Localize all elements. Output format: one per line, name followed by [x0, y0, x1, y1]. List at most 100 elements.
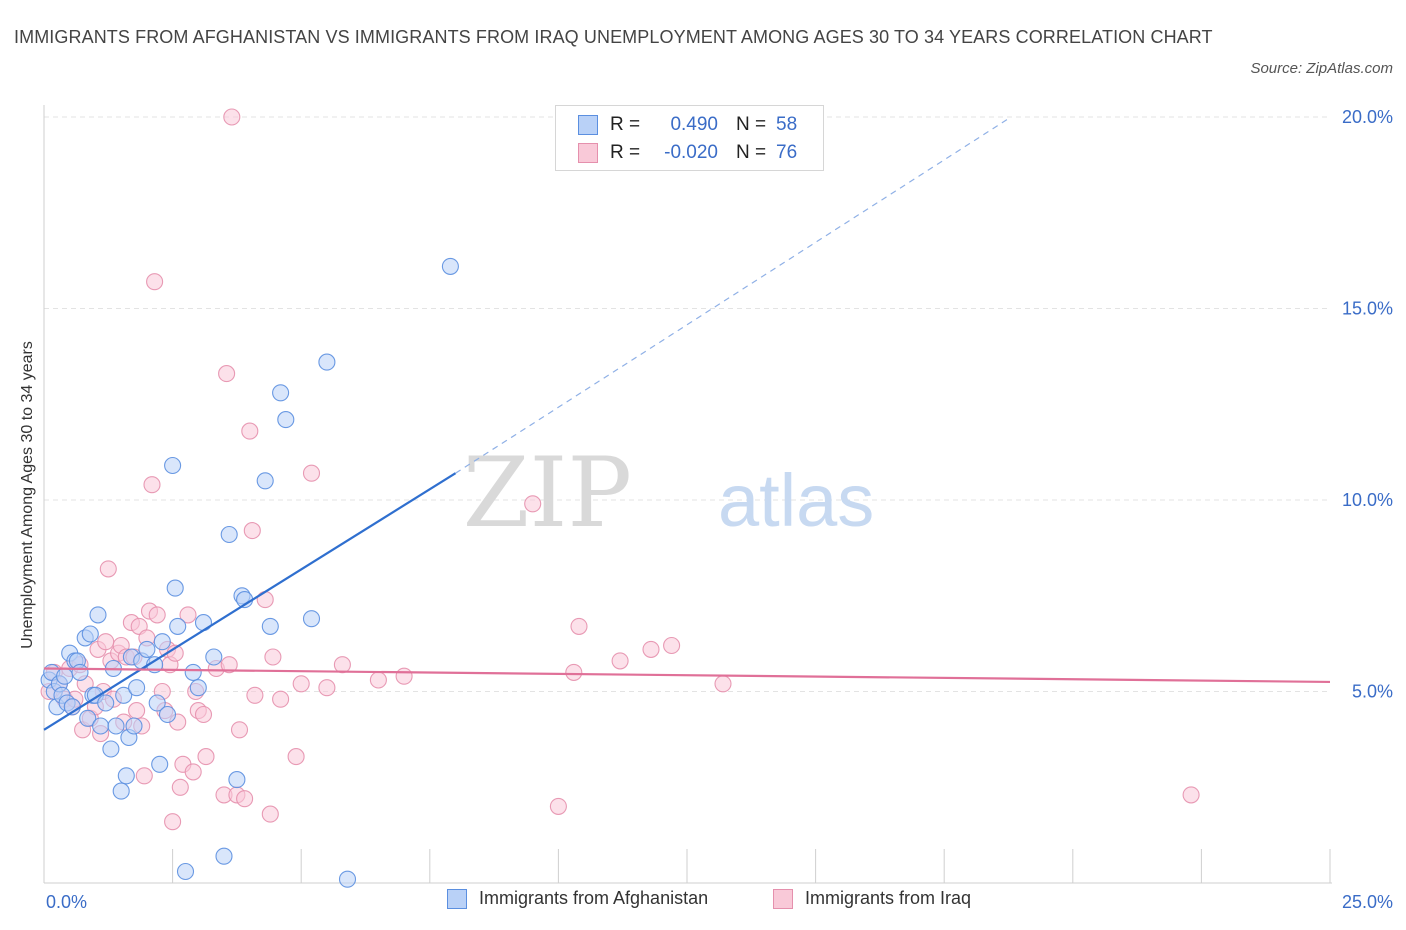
- point-iraq: [236, 790, 254, 808]
- point-afghanistan: [92, 717, 110, 735]
- point-iraq: [261, 805, 279, 823]
- point-iraq: [148, 606, 166, 624]
- point-afghanistan: [215, 847, 233, 865]
- legend-n-label: N =: [736, 142, 767, 163]
- bottom-legend-iraq: Immigrants from Iraq: [773, 888, 971, 909]
- point-afghanistan: [125, 717, 143, 735]
- point-iraq: [223, 108, 241, 126]
- point-afghanistan: [169, 617, 187, 635]
- point-afghanistan: [176, 862, 195, 881]
- point-iraq: [143, 476, 161, 494]
- chart-title: IMMIGRANTS FROM AFGHANISTAN VS IMMIGRANT…: [14, 27, 1213, 47]
- bottom-legend-label-iraq: Immigrants from Iraq: [805, 888, 972, 908]
- point-iraq: [241, 422, 259, 440]
- point-iraq: [256, 591, 274, 609]
- point-iraq: [194, 705, 213, 724]
- point-iraq: [1182, 786, 1200, 804]
- point-iraq: [264, 648, 282, 666]
- point-iraq: [287, 748, 305, 766]
- point-afghanistan: [102, 740, 120, 758]
- y-tick-label: 10.0%: [1342, 490, 1393, 510]
- point-afghanistan: [81, 625, 99, 643]
- point-iraq: [663, 636, 681, 655]
- point-iraq: [642, 640, 660, 658]
- x-tick-label: 0.0%: [46, 892, 87, 912]
- watermark-zip: ZIP: [463, 437, 632, 549]
- point-afghanistan: [205, 648, 223, 666]
- point-afghanistan: [97, 694, 115, 712]
- point-iraq: [230, 721, 249, 739]
- legend-r-label: R =: [610, 142, 641, 163]
- point-iraq: [184, 763, 202, 781]
- point-afghanistan: [148, 694, 166, 712]
- point-afghanistan: [128, 679, 146, 697]
- point-iraq: [369, 671, 387, 689]
- point-afghanistan: [220, 525, 238, 544]
- point-iraq: [135, 767, 153, 785]
- point-iraq: [570, 617, 588, 635]
- point-afghanistan: [184, 663, 202, 681]
- point-iraq: [97, 633, 115, 651]
- trend-lines: [43, 116, 1331, 731]
- y-tick-label: 20.0%: [1342, 107, 1393, 127]
- y-tick-label: 5.0%: [1352, 682, 1393, 702]
- point-afghanistan: [228, 771, 246, 789]
- watermark: ZIP atlas: [463, 437, 875, 549]
- point-afghanistan: [153, 633, 171, 651]
- point-afghanistan: [79, 709, 97, 727]
- point-afghanistan: [89, 606, 107, 624]
- point-iraq: [302, 464, 321, 482]
- point-afghanistan: [158, 705, 177, 724]
- point-iraq: [220, 656, 238, 674]
- point-afghanistan: [194, 614, 213, 632]
- point-iraq: [714, 675, 732, 693]
- point-afghanistan: [261, 617, 279, 635]
- point-iraq: [146, 273, 164, 291]
- bottom-legend-afghanistan: Immigrants from Afghanistan: [447, 888, 708, 909]
- point-iraq: [549, 797, 567, 815]
- point-iraq: [292, 675, 310, 693]
- point-afghanistan: [164, 456, 182, 475]
- correlation-legend: R = 0.490 N = 58 R = -0.020 N = 76: [555, 105, 824, 171]
- point-iraq: [524, 495, 542, 513]
- trend-afghanistan: [43, 472, 457, 731]
- bottom-legend-label-afghanistan: Immigrants from Afghanistan: [479, 888, 709, 908]
- point-afghanistan: [71, 663, 89, 681]
- legend-r-value: -0.020: [664, 142, 718, 163]
- point-iraq: [333, 656, 351, 674]
- point-afghanistan: [151, 755, 169, 773]
- point-iraq: [99, 560, 117, 578]
- legend-r-label: R =: [610, 114, 641, 135]
- point-iraq: [197, 748, 215, 766]
- point-afghanistan: [441, 257, 459, 275]
- point-afghanistan: [272, 384, 290, 402]
- legend-n-value: 58: [776, 114, 798, 135]
- point-iraq: [318, 679, 336, 697]
- point-afghanistan: [318, 353, 336, 371]
- point-iraq: [171, 778, 189, 796]
- point-iraq: [243, 522, 261, 540]
- axes: [43, 105, 1332, 884]
- trend-iraq: [43, 667, 1331, 684]
- point-afghanistan: [138, 640, 156, 658]
- point-afghanistan: [117, 767, 135, 785]
- point-afghanistan: [189, 679, 207, 697]
- point-iraq: [272, 690, 290, 708]
- point-iraq: [565, 663, 583, 681]
- legend-n-label: N =: [736, 114, 767, 135]
- watermark-atlas: atlas: [718, 459, 874, 542]
- point-iraq: [164, 813, 182, 831]
- y-tick-label: 15.0%: [1342, 299, 1393, 319]
- source-label: Source: ZipAtlas.com: [1250, 60, 1393, 77]
- point-iraq: [395, 667, 413, 685]
- legend-n-value: 76: [776, 142, 798, 163]
- point-afghanistan: [56, 667, 74, 685]
- bottom-legend-swatch-iraq: [773, 888, 793, 909]
- legend-row-afghanistan: R = 0.490 N = 58: [578, 111, 797, 139]
- point-iraq: [128, 702, 146, 720]
- gridlines: [44, 116, 1330, 692]
- bottom-legend-swatch-afghanistan: [447, 888, 467, 909]
- point-iraq: [611, 652, 629, 670]
- point-afghanistan: [302, 610, 321, 628]
